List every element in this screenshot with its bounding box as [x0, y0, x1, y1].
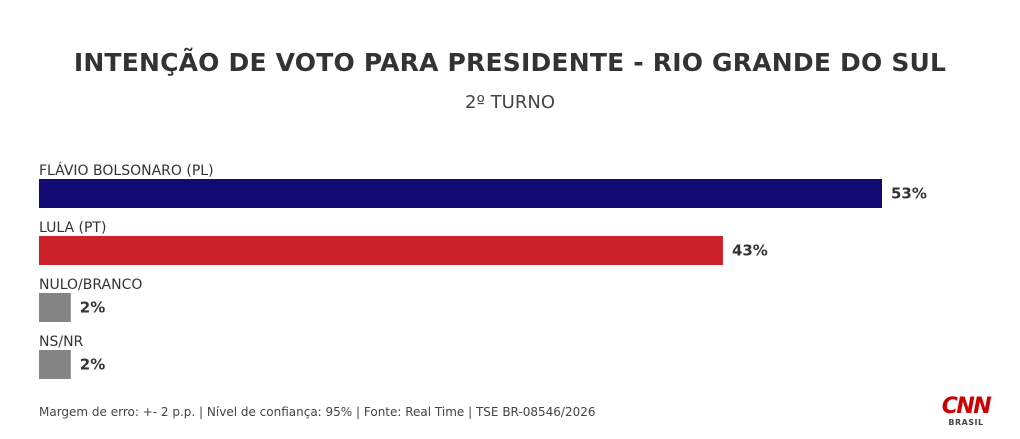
bar-chart: FLÁVIO BOLSONARO (PL) 53% LULA (PT) 43% NULO…	[39, 162, 927, 379]
logo-sub: BRASIL	[948, 418, 984, 427]
category-label: NS/NR	[39, 334, 84, 350]
category-label: FLÁVIO BOLSONARO (PL)	[39, 162, 214, 179]
bar	[39, 293, 71, 322]
value-label: 43%	[732, 242, 768, 260]
category-label: NULO/BRANCO	[39, 277, 142, 293]
bar	[39, 179, 882, 208]
value-label: 2%	[80, 356, 105, 374]
chart-subtitle: 2º TURNO	[465, 92, 555, 113]
value-label: 2%	[80, 299, 105, 317]
value-label: 53%	[891, 185, 927, 203]
footer-note: Margem de erro: +- 2 p.p. | Nível de con…	[39, 405, 596, 419]
logo-brand: CNN	[941, 394, 992, 419]
category-label: LULA (PT)	[39, 220, 106, 236]
bar	[39, 236, 723, 265]
chart-title: INTENÇÃO DE VOTO PARA PRESIDENTE - RIO G…	[73, 48, 947, 77]
bar	[39, 350, 71, 379]
cnn-brasil-logo: CNN BRASIL	[940, 396, 992, 428]
